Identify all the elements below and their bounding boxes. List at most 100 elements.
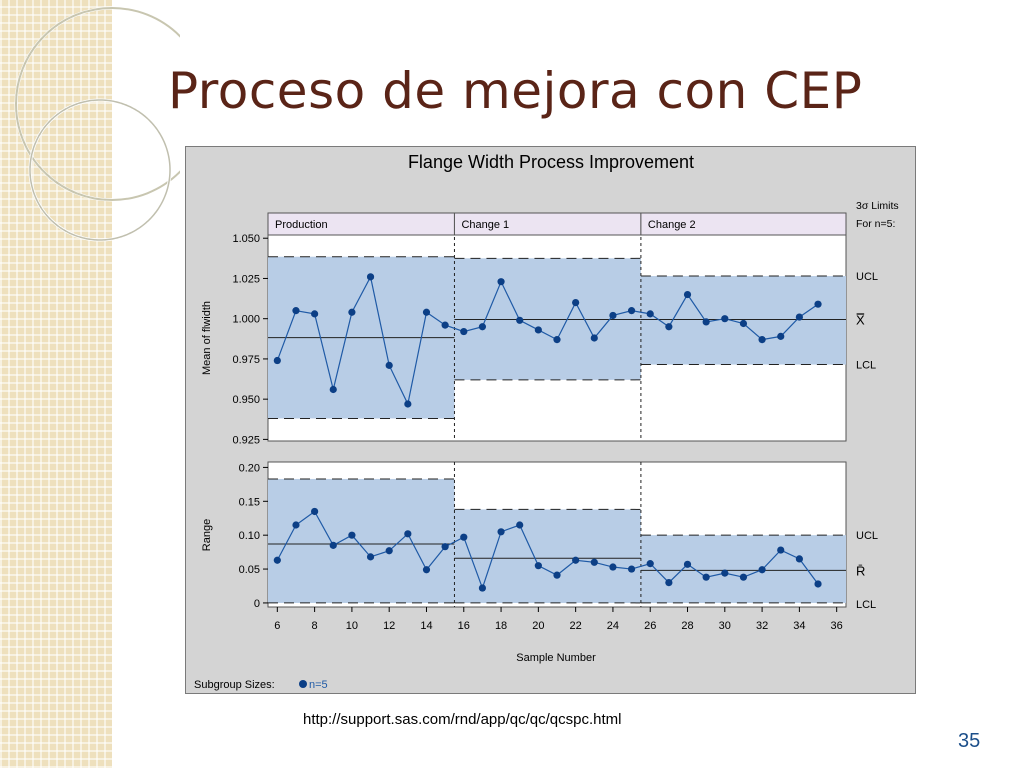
range-data-point <box>665 579 673 587</box>
mean-data-point <box>516 316 524 324</box>
x-tick-label: 24 <box>607 620 619 632</box>
mean-data-point <box>497 278 505 286</box>
range-center-label: R̄ <box>856 563 865 578</box>
mean-data-point <box>422 308 431 316</box>
range-data-point <box>795 555 803 563</box>
range-y-tick-label: 0.20 <box>239 462 260 474</box>
mean-data-point <box>385 361 393 369</box>
x-tick-label: 22 <box>570 620 582 632</box>
slide-title: Proceso de mejora con CEP <box>168 62 863 120</box>
mean-data-point <box>646 310 654 318</box>
x-tick-label: 10 <box>346 620 358 632</box>
mean-data-point <box>441 321 449 329</box>
phase-label-2: Change 1 <box>461 219 509 231</box>
mean-data-point <box>348 308 356 316</box>
range-data-point <box>348 531 356 539</box>
x-tick-label: 18 <box>495 620 507 632</box>
page-number: 35 <box>958 730 981 752</box>
range-data-point <box>721 569 729 577</box>
mean-data-point <box>702 318 710 326</box>
mean-data-point <box>329 385 337 394</box>
range-data-point <box>422 566 431 574</box>
mean-center-label: X̿ <box>856 312 865 327</box>
decorative-circles <box>14 6 180 242</box>
mean-y-tick-label: 1.025 <box>232 273 260 285</box>
x-tick-label: 6 <box>274 620 280 632</box>
subgroup-legend: Subgroup Sizes: n=5 <box>194 679 328 691</box>
range-y-axis-label: Range <box>201 519 213 551</box>
control-chart: Flange Width Process Improvement 3σ Limi… <box>185 146 916 694</box>
mean-data-point <box>683 290 692 299</box>
phase-label-3: Change 2 <box>648 219 696 231</box>
range-data-point <box>553 571 561 579</box>
range-data-point <box>777 546 785 554</box>
range-data-point <box>534 562 542 570</box>
range-data-point <box>609 563 617 571</box>
source-link[interactable]: http://support.sas.com/rnd/app/qc/qc/qcs… <box>303 711 622 728</box>
mean-data-point <box>814 300 822 308</box>
mean-data-point <box>553 336 561 344</box>
limits-note-line2: For n=5: <box>856 218 895 230</box>
mean-data-point <box>609 311 617 320</box>
mean-panel: Production Change 1 Change 2 0.925 0.950 0.97… <box>201 212 878 446</box>
x-tick-label: 32 <box>756 620 768 632</box>
mean-data-point <box>590 334 598 342</box>
range-data-point <box>404 530 412 538</box>
range-data-point <box>292 521 300 529</box>
range-data-point <box>646 560 654 568</box>
limits-note-line1: 3σ Limits <box>856 200 899 212</box>
mean-data-point <box>311 310 319 318</box>
x-tick-label: 20 <box>532 620 544 632</box>
range-data-point <box>497 528 505 536</box>
range-data-point <box>516 521 524 529</box>
x-tick-label: 30 <box>719 620 731 632</box>
range-data-point <box>385 547 393 555</box>
mean-y-tick-label: 1.000 <box>232 314 260 326</box>
mean-data-point <box>366 273 375 281</box>
mean-data-point <box>795 313 803 321</box>
mean-data-point <box>404 400 412 408</box>
x-axis: 6 8 10 12 14 16 18 20 22 24 26 28 30 32 34 36 <box>274 607 843 632</box>
range-data-point <box>273 556 281 564</box>
mean-data-point <box>273 356 281 365</box>
range-data-point <box>739 573 748 581</box>
x-tick-label: 36 <box>831 620 843 632</box>
range-control-band-1 <box>268 478 455 603</box>
range-ucl-label: UCL <box>856 530 878 542</box>
mean-y-tick-label: 1.050 <box>232 233 260 245</box>
chart-title: Flange Width Process Improvement <box>408 152 694 172</box>
range-lcl-label: LCL <box>856 599 876 611</box>
x-axis-label: Sample Number <box>516 652 596 664</box>
range-y-tick-label: 0.05 <box>239 564 260 576</box>
range-y-tick-label: 0.10 <box>239 530 260 542</box>
x-tick-label: 16 <box>458 620 470 632</box>
x-tick-label: 14 <box>420 620 432 632</box>
range-data-point <box>758 566 766 574</box>
phase-label-1: Production <box>275 219 328 231</box>
x-tick-label: 8 <box>312 620 318 632</box>
x-tick-label: 26 <box>644 620 656 632</box>
mean-data-point <box>777 332 785 340</box>
subgroup-label: Subgroup Sizes: <box>194 679 275 691</box>
range-y-tick-label: 0 <box>254 598 260 610</box>
range-control-band-3 <box>640 535 846 603</box>
mean-data-point <box>665 323 673 331</box>
mean-y-axis-label: Mean of flwidth <box>201 301 213 375</box>
mean-data-point <box>292 307 300 315</box>
mean-data-point <box>478 323 487 331</box>
range-data-point <box>366 553 375 561</box>
subgroup-marker <box>299 680 307 688</box>
range-data-point <box>572 556 580 564</box>
mean-data-point <box>534 326 542 334</box>
range-data-point <box>441 543 449 551</box>
control-chart-svg: Flange Width Process Improvement 3σ Limi… <box>194 152 899 691</box>
range-data-point <box>683 560 692 568</box>
mean-y-tick-label: 0.975 <box>232 354 260 366</box>
x-tick-label: 28 <box>681 620 693 632</box>
range-data-point <box>627 565 636 573</box>
range-data-point <box>814 580 822 588</box>
mean-data-point <box>460 327 468 336</box>
range-data-point <box>590 558 598 566</box>
range-data-point <box>329 541 337 549</box>
phase-header-3 <box>640 212 847 236</box>
